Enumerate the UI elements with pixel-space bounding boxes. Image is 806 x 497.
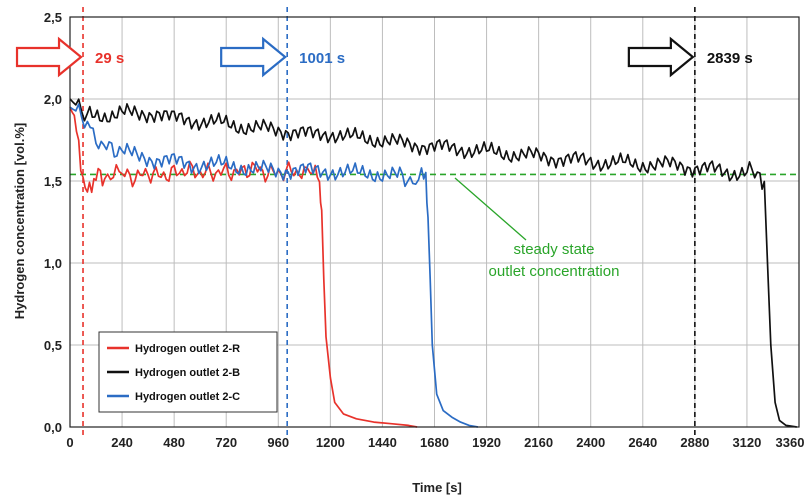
y-axis-title: Hydrogen concentration [vol.%] xyxy=(12,123,27,319)
annotation-line-2: outlet concentration xyxy=(489,263,620,280)
legend-label: Hydrogen outlet 2-R xyxy=(135,343,240,355)
x-tick-label: 2400 xyxy=(576,435,605,450)
x-tick-label: 480 xyxy=(163,435,185,450)
plot-border xyxy=(69,16,800,428)
y-tick-label: 0,0 xyxy=(44,420,62,435)
series-line xyxy=(69,98,797,428)
x-tick-label: 0 xyxy=(66,435,73,450)
series-line xyxy=(69,106,418,428)
y-tick-labels: 0,0 0,5 1,0 1,5 2,0 2,5 xyxy=(44,10,62,435)
grid-lines xyxy=(70,17,799,427)
plot-frame xyxy=(69,16,800,428)
x-tick-label: 2160 xyxy=(524,435,553,450)
y-tick-label: 1,5 xyxy=(44,174,62,189)
y-tick-label: 2,5 xyxy=(44,10,62,25)
axis-titles: Time [s] Hydrogen concentration [vol.%] xyxy=(12,123,462,495)
x-tick-label: 2880 xyxy=(680,435,709,450)
annotation-leader xyxy=(454,177,527,241)
x-tick-label: 240 xyxy=(111,435,133,450)
x-axis-title: Time [s] xyxy=(412,480,462,495)
x-tick-label: 3360 xyxy=(776,435,805,450)
x-tick-label: 960 xyxy=(267,435,289,450)
x-tick-labels: 0 240 480 720 960 1200 1440 1680 1920 2160 2400 264… xyxy=(66,435,804,450)
y-tick-label: 0,5 xyxy=(44,338,62,353)
x-tick-label: 1200 xyxy=(316,435,345,450)
marker-label: 1001 s xyxy=(299,50,345,67)
series-lines xyxy=(69,98,797,428)
x-tick-label: 2640 xyxy=(628,435,657,450)
x-tick-label: 1440 xyxy=(368,435,397,450)
legend: Hydrogen outlet 2-R Hydrogen outlet 2-B Hy… xyxy=(98,331,278,413)
legend-label: Hydrogen outlet 2-B xyxy=(135,367,240,379)
series-line xyxy=(69,103,479,428)
y-tick-label: 2,0 xyxy=(44,92,62,107)
marker-arrow-icon xyxy=(627,36,695,78)
annotation: steady state outlet concentration xyxy=(454,177,620,280)
marker-arrow-icon xyxy=(15,36,83,78)
x-tick-label: 720 xyxy=(215,435,237,450)
x-tick-label: 1680 xyxy=(420,435,449,450)
x-tick-label: 3120 xyxy=(732,435,761,450)
marker-label: 2839 s xyxy=(707,50,753,67)
marker-arrow-icon xyxy=(220,36,287,78)
marker-labels: 29 s 1001 s 2839 s xyxy=(95,50,753,67)
legend-label: Hydrogen outlet 2-C xyxy=(135,391,240,403)
x-tick-label: 1920 xyxy=(472,435,501,450)
marker-label: 29 s xyxy=(95,50,124,67)
annotation-line-1: steady state xyxy=(514,241,595,258)
y-tick-label: 1,0 xyxy=(44,256,62,271)
marker-arrows xyxy=(15,36,695,78)
